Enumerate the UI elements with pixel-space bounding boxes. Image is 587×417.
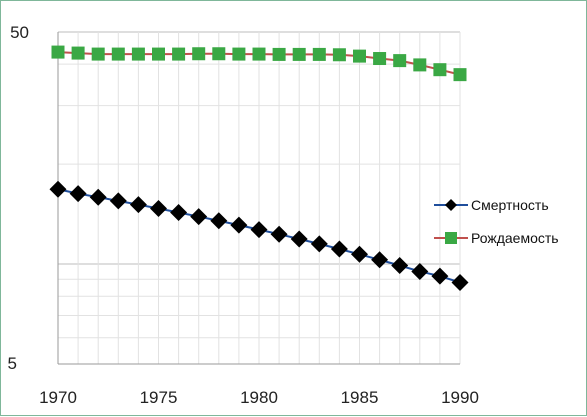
data-point-square (373, 52, 387, 66)
data-point-diamond (451, 273, 469, 291)
data-point-square (292, 47, 306, 61)
data-point-square (212, 47, 226, 61)
data-point-diamond (129, 196, 147, 214)
data-point-diamond (411, 262, 429, 280)
x-tick-labels: 1970 1975 1980 1985 1990 (39, 388, 479, 407)
legend-label: Рождаемость (471, 230, 559, 246)
data-point-square (413, 58, 427, 72)
data-point-diamond (330, 240, 348, 258)
data-point-diamond (371, 251, 389, 269)
data-point-square (51, 45, 65, 59)
data-point-diamond (150, 200, 167, 218)
y-tick-label-top: 50 (10, 23, 29, 42)
data-point-diamond (431, 267, 449, 285)
data-point-square (131, 47, 145, 61)
data-point-diamond (49, 180, 67, 198)
x-tick-label: 1975 (140, 388, 178, 407)
legend: Смертность Рождаемость (434, 197, 559, 246)
data-point-square (312, 47, 326, 61)
data-point-square (172, 47, 186, 61)
data-point-square (91, 47, 105, 61)
data-point-square (192, 47, 206, 61)
x-tick-label: 1970 (39, 388, 77, 407)
data-point-square (252, 47, 266, 61)
data-point-diamond (351, 245, 368, 263)
legend-marker-diamond (445, 199, 457, 211)
x-tick-label: 1990 (441, 388, 479, 407)
data-point-square (152, 47, 165, 61)
data-point-diamond (89, 188, 107, 206)
data-point-diamond (250, 221, 268, 239)
data-point-diamond (270, 225, 288, 243)
data-point-diamond (109, 192, 127, 210)
data-point-diamond (69, 185, 87, 203)
data-point-square (353, 49, 366, 63)
data-point-diamond (290, 230, 308, 248)
y-tick-label-bottom: 5 (8, 354, 17, 373)
data-point-square (272, 47, 286, 61)
data-point-square (71, 46, 85, 60)
series-birth-rate (51, 45, 467, 82)
legend-label: Смертность (471, 197, 549, 213)
x-tick-label: 1980 (240, 388, 278, 407)
legend-marker-square (445, 232, 457, 244)
data-point-square (332, 48, 346, 62)
data-point-diamond (391, 257, 409, 275)
axes: 50 5 (8, 23, 29, 373)
data-point-diamond (170, 203, 188, 221)
data-point-square (111, 47, 125, 61)
series-mortality (49, 180, 469, 291)
data-point-diamond (210, 212, 228, 230)
data-point-diamond (190, 208, 208, 226)
data-point-square (433, 63, 447, 77)
x-tick-label: 1985 (341, 388, 379, 407)
data-point-square (232, 47, 246, 61)
data-point-square (453, 68, 467, 82)
data-point-diamond (310, 235, 328, 253)
series-layer (49, 45, 469, 291)
data-point-square (393, 54, 407, 68)
data-point-diamond (230, 216, 248, 234)
